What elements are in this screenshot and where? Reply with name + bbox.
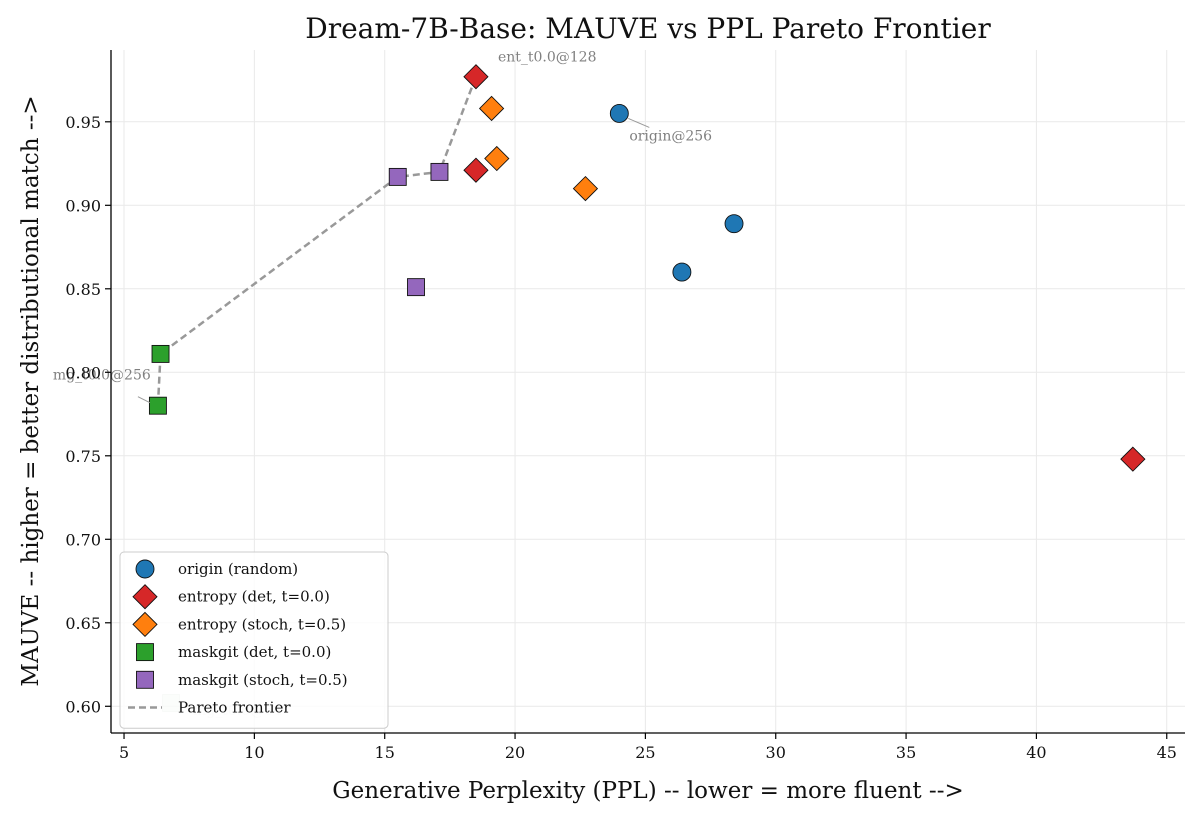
- y-tick-label: 0.75: [65, 447, 101, 466]
- x-tick-label: 45: [1157, 743, 1177, 762]
- legend-swatch-4: [136, 670, 154, 689]
- data-points: [148, 64, 1146, 712]
- chart-title: Dream-7B-Base: MAUVE vs PPL Pareto Front…: [305, 12, 991, 45]
- y-tick-label: 0.80: [65, 363, 101, 382]
- y-tick-label: 0.95: [65, 113, 101, 132]
- data-point-s1-p1: [463, 157, 489, 183]
- data-point-s4-p2: [407, 278, 425, 297]
- x-tick-label: 5: [119, 743, 129, 762]
- pareto-frontier-line: [156, 76, 478, 406]
- data-point-s2-p2: [572, 175, 599, 202]
- legend-box: [119, 551, 389, 729]
- legend-label: origin (random): [178, 560, 298, 578]
- y-tick-label: 0.90: [65, 196, 101, 215]
- x-tick-label: 10: [244, 743, 264, 762]
- data-point-s2-p0: [478, 95, 505, 122]
- y-tick-label: 0.85: [65, 280, 101, 299]
- annotation-connector: [628, 117, 650, 128]
- data-point-s0-p2: [672, 262, 692, 282]
- legend-label: entropy (stoch, t=0.5): [178, 615, 346, 633]
- x-tick-label: 25: [635, 743, 655, 762]
- pareto-frontier: [156, 76, 478, 406]
- legend-label: maskgit (stoch, t=0.5): [178, 671, 348, 689]
- annotation-label: ent_t0.0@128: [498, 50, 597, 66]
- annotation-label: origin@256: [629, 128, 712, 144]
- legend-label: entropy (det, t=0.0): [178, 588, 330, 606]
- y-tick-label: 0.60: [65, 697, 101, 716]
- axes: 5 10 15 20 25 30 35 40 45 0.60 0.65 0.70 0.75 0.80 0.8…: [65, 50, 1185, 762]
- data-point-s0-p1: [724, 214, 744, 234]
- data-point-s1-p0: [463, 64, 489, 90]
- x-tick-label: 40: [1026, 743, 1046, 762]
- legend-swatch-0: [135, 559, 155, 579]
- legend-swatch-2: [132, 611, 158, 638]
- data-point-s4-p0: [388, 167, 407, 186]
- legend-label: Pareto frontier: [178, 699, 291, 717]
- legend: origin (random) entropy (det, t=0.0) entro…: [119, 551, 389, 729]
- data-point-s4-p1: [430, 162, 449, 181]
- x-tick-label: 30: [766, 743, 786, 762]
- y-axis-label: MAUVE -- higher = better distributional …: [18, 95, 44, 686]
- y-tick-label: 0.65: [65, 614, 101, 633]
- x-tick-label: 15: [375, 743, 395, 762]
- legend-label: maskgit (det, t=0.0): [178, 643, 331, 661]
- data-point-s3-p1: [148, 396, 167, 415]
- x-tick-label: 20: [505, 743, 525, 762]
- data-point-s0-p0: [609, 104, 629, 123]
- annotation-label: mg_t0.0@256: [53, 368, 151, 384]
- legend-swatch-1: [132, 584, 158, 610]
- annotation-connector: [137, 396, 151, 404]
- x-axis-label: Generative Perplexity (PPL) -- lower = m…: [332, 778, 964, 804]
- legend-swatch-3: [136, 643, 154, 662]
- data-point-s2-p1: [484, 145, 510, 172]
- y-tick-label: 0.70: [65, 530, 101, 549]
- data-point-s1-p2: [1120, 446, 1146, 472]
- data-point-s3-p0: [151, 344, 170, 363]
- x-tick-label: 35: [896, 743, 916, 762]
